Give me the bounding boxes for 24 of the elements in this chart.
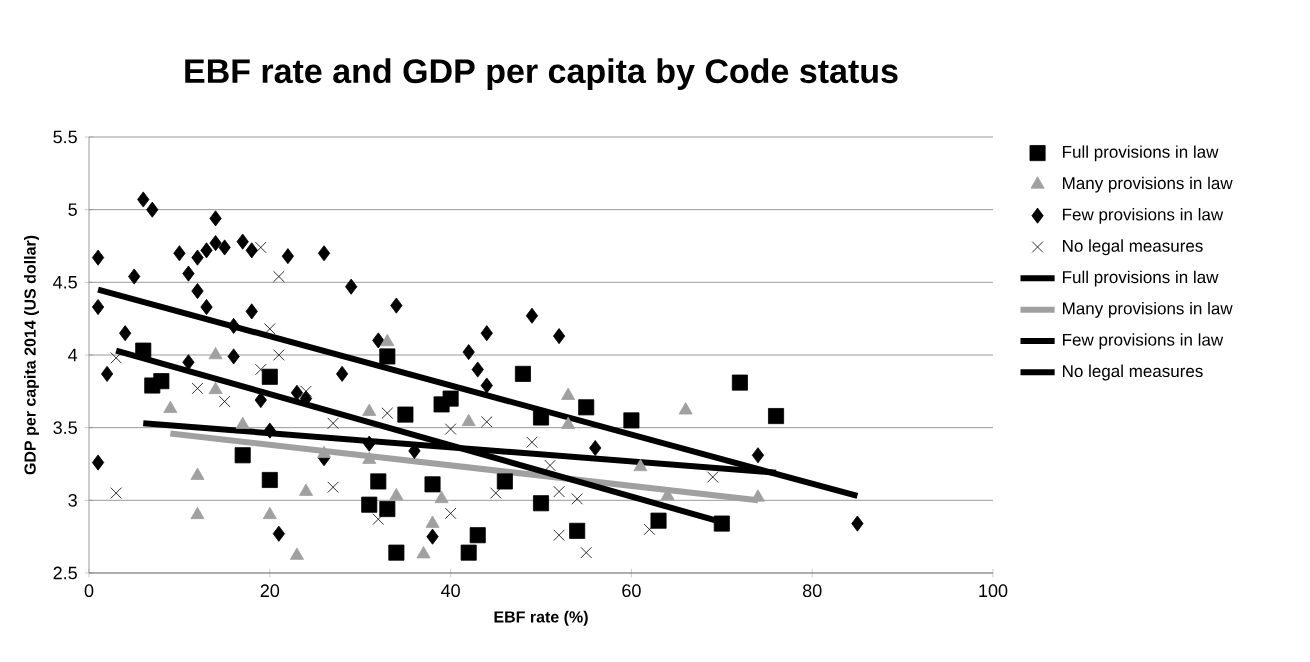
- y-tick-label: 5.5: [53, 130, 77, 144]
- legend-label: Many provisions in law: [1063, 301, 1233, 318]
- x-tick-label: 100: [979, 584, 1008, 598]
- legend-label: Many provisions in law: [1063, 176, 1233, 193]
- y-tick-label: 3.5: [53, 421, 77, 435]
- x-tick-label: 80: [802, 584, 822, 598]
- x-axis-title: EBF rate (%): [494, 610, 588, 626]
- x-tick-label: 40: [441, 584, 460, 598]
- legend-label: Full provisions in law: [1063, 270, 1219, 287]
- legend-label: Few provisions in law: [1063, 333, 1224, 350]
- x-tick-label: 0: [84, 584, 94, 598]
- y-tick-label: 5: [68, 203, 77, 216]
- x-tick-label: 60: [622, 584, 641, 598]
- legend-label: No legal measures: [1063, 364, 1203, 381]
- legend-label: Few provisions in law: [1063, 208, 1224, 224]
- y-axis-title: GDP per capita 2014 (US dollar): [24, 235, 39, 475]
- legend-label: No legal measures: [1063, 239, 1203, 256]
- y-tick-label: 4.5: [53, 276, 77, 289]
- y-tick-label: 4: [68, 348, 78, 362]
- chart-title: EBF rate and GDP per capita by Code status: [185, 58, 898, 90]
- legend-label: Full provisions in law: [1063, 145, 1219, 162]
- y-tick-label: 2.5: [53, 566, 77, 580]
- y-tick-label: 3: [68, 493, 77, 507]
- x-tick-label: 20: [260, 584, 280, 598]
